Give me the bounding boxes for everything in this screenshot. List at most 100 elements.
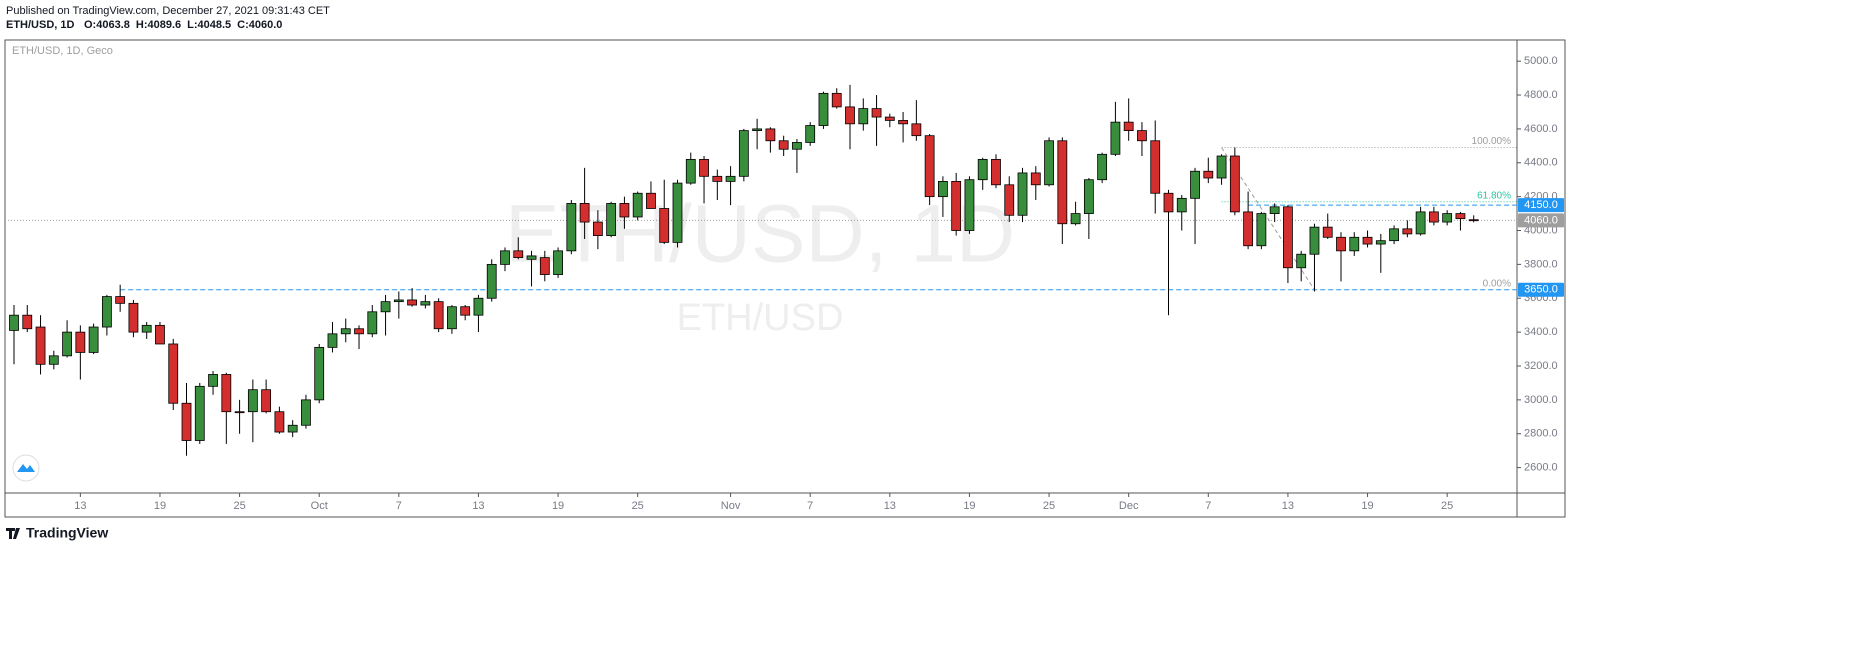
y-tick-label: 3400.0 (1524, 326, 1558, 338)
candle-body (884, 116, 895, 121)
pane-label: ETH/USD, 1D, Geco (12, 45, 113, 57)
candle-body (725, 175, 736, 182)
candle-body (1017, 172, 1028, 216)
x-tick-label: Dec (1119, 500, 1139, 512)
candle-body (1402, 228, 1413, 235)
x-tick-label: 25 (1441, 500, 1453, 512)
candle-body (566, 203, 577, 252)
candle-body (115, 296, 126, 304)
price-label: 3650.0 (1524, 284, 1558, 296)
fib-label: 61.80% (1477, 190, 1511, 201)
candle-body (261, 389, 272, 413)
candle-body (420, 301, 431, 306)
candle-body (991, 158, 1001, 186)
candle-body (1336, 236, 1346, 252)
x-tick-label: 19 (963, 500, 975, 512)
candle-body (699, 158, 709, 177)
candle-body (208, 374, 218, 387)
candle-body (738, 130, 749, 177)
x-tick-label: 19 (1361, 500, 1373, 512)
candle-body (1428, 211, 1439, 223)
x-tick-label: 7 (1205, 500, 1211, 512)
candle-body (805, 125, 816, 143)
y-tick-label: 4400.0 (1524, 157, 1558, 169)
candle-body (924, 135, 935, 198)
candle-body (1203, 170, 1214, 179)
candle-body (1216, 155, 1227, 179)
x-tick-label: 19 (552, 500, 564, 512)
x-tick-label: 7 (396, 500, 402, 512)
candle-body (75, 331, 86, 353)
candle-body (88, 326, 99, 353)
candle-body (407, 299, 418, 306)
candle-body (234, 411, 245, 414)
candle-body (287, 424, 298, 433)
ohlc-value: H:4089.6 (136, 19, 181, 31)
candle-body (221, 374, 232, 413)
candle-body (778, 140, 789, 150)
candle-body (314, 346, 325, 401)
y-tick-label: 4800.0 (1524, 89, 1558, 101)
candle-body (1030, 172, 1041, 186)
ohlc-value: C:4060.0 (237, 19, 282, 31)
candle-body (274, 411, 285, 433)
candle-body (619, 203, 630, 218)
candle-body (1004, 184, 1015, 216)
candle-body (938, 181, 948, 198)
fib-label: 0.00% (1483, 278, 1511, 289)
candle-body (765, 128, 776, 142)
published-line: Published on TradingView.com, December 2… (6, 5, 330, 17)
candle-body (101, 296, 112, 328)
x-tick-label: Oct (311, 500, 328, 512)
candle-body (1163, 192, 1174, 213)
candle-body (1044, 140, 1054, 186)
candle-body (35, 326, 46, 365)
candle-body (380, 301, 391, 313)
candle-body (1190, 170, 1200, 199)
x-tick-label: 13 (884, 500, 896, 512)
frame (4, 39, 1566, 518)
candle-body (712, 175, 723, 182)
candle-body (460, 306, 471, 316)
candle-body (1243, 211, 1254, 247)
candle-body (1375, 240, 1386, 245)
x-tick-label: 13 (472, 500, 484, 512)
candle-body (340, 328, 351, 335)
y-tick-label: 3000.0 (1524, 394, 1558, 406)
candle-body (672, 182, 683, 243)
candle-body (181, 402, 192, 441)
candle-body (1256, 213, 1267, 247)
candle-body (447, 306, 457, 330)
y-tick-label: 2800.0 (1524, 428, 1558, 440)
candle-body (327, 333, 338, 348)
brand-icon (6, 528, 20, 539)
candle-body (367, 311, 378, 335)
candle-body (685, 158, 696, 184)
candle-body (168, 343, 179, 404)
x-tick-label: 19 (154, 500, 166, 512)
candle-body (858, 108, 869, 125)
candle-body (977, 158, 988, 181)
candle-body (1309, 226, 1320, 255)
candle-body (1110, 121, 1121, 155)
x-tick-label: 25 (1043, 500, 1055, 512)
candle-body (1389, 228, 1399, 242)
candle-body (1150, 140, 1161, 194)
candle-body (792, 142, 802, 150)
candle-body (592, 221, 603, 236)
watermark-sub: ETH/USD (677, 297, 844, 339)
x-tick-label: Nov (721, 500, 741, 512)
candle-body (1057, 140, 1068, 225)
candle-body (141, 324, 152, 333)
candle-body (62, 331, 72, 357)
candle-body (606, 203, 617, 236)
candle-body (247, 389, 258, 413)
ohlc-value: O:4063.8 (84, 19, 130, 31)
candle-body (752, 128, 763, 131)
candle-body (539, 257, 550, 275)
candle-body (393, 299, 404, 303)
candle-body (155, 324, 165, 345)
candle-body (128, 302, 139, 333)
candle-body (646, 192, 656, 209)
